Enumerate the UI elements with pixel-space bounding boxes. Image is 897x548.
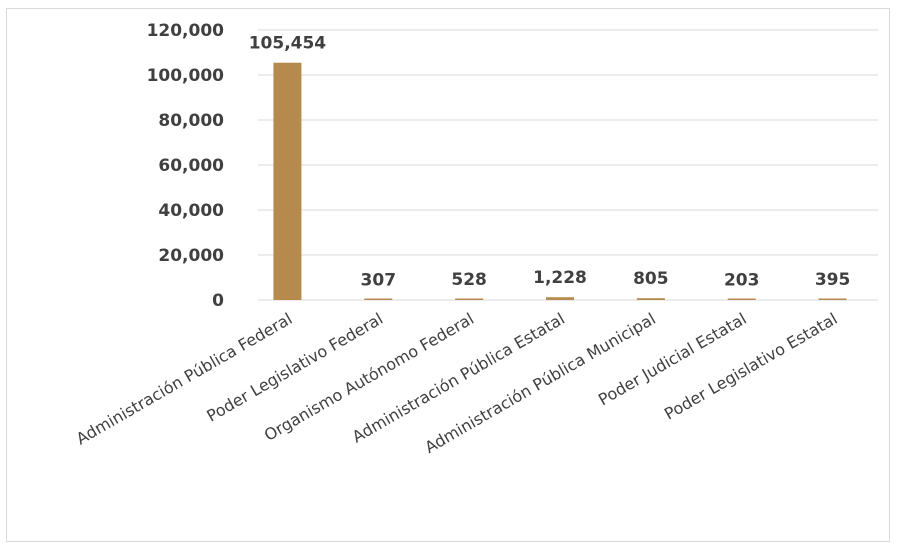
chart-frame [6, 8, 890, 542]
gridlines [258, 29, 878, 301]
bars [273, 62, 847, 300]
bar [818, 298, 847, 300]
data-label: 395 [815, 270, 851, 290]
bar [636, 298, 665, 300]
y-tick-label: 100,000 [147, 66, 225, 86]
bar [727, 298, 756, 300]
data-label: 805 [633, 269, 669, 289]
data-label: 307 [361, 270, 397, 290]
x-category-label: Poder Judicial Estatal [595, 309, 750, 409]
y-tick-label: 0 [212, 291, 224, 311]
y-tick-label: 40,000 [158, 201, 224, 221]
y-tick-label: 60,000 [158, 156, 224, 176]
data-label: 203 [724, 271, 760, 291]
y-tick-label: 20,000 [158, 246, 224, 266]
y-axis-tick-labels: 0 20,000 40,000 60,000 80,000 100,000 120,000 [147, 21, 225, 311]
bar [455, 298, 484, 300]
data-label: 1,228 [533, 268, 587, 288]
data-labels: 105,454 307 528 1,228 805 203 395 [249, 34, 851, 291]
y-tick-label: 120,000 [147, 21, 225, 41]
bar [364, 298, 393, 300]
y-tick-label: 80,000 [158, 111, 224, 131]
data-label: 528 [451, 270, 487, 290]
bar [273, 62, 302, 300]
data-label: 105,454 [249, 34, 327, 54]
bar [546, 297, 574, 300]
x-category-label: Poder Legislativo Estatal [661, 309, 841, 424]
